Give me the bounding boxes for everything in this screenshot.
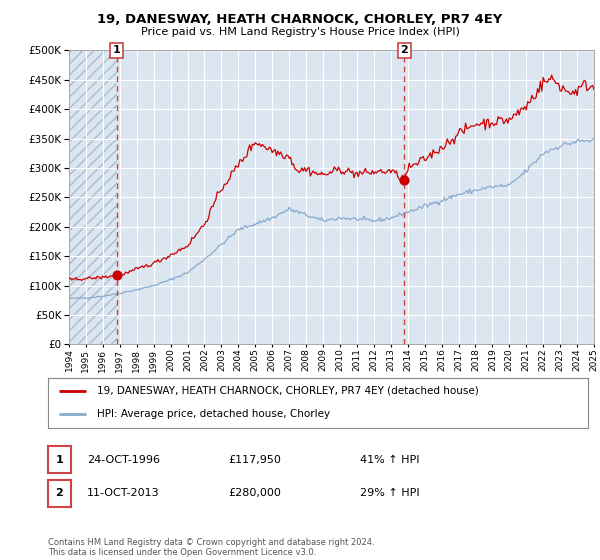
Text: 1: 1 — [56, 455, 63, 465]
Text: 24-OCT-1996: 24-OCT-1996 — [87, 455, 160, 465]
Text: 41% ↑ HPI: 41% ↑ HPI — [360, 455, 419, 465]
Text: 2: 2 — [400, 45, 408, 55]
Text: 1: 1 — [113, 45, 121, 55]
Text: 19, DANESWAY, HEATH CHARNOCK, CHORLEY, PR7 4EY: 19, DANESWAY, HEATH CHARNOCK, CHORLEY, P… — [97, 13, 503, 26]
Text: 29% ↑ HPI: 29% ↑ HPI — [360, 488, 419, 498]
Text: Contains HM Land Registry data © Crown copyright and database right 2024.
This d: Contains HM Land Registry data © Crown c… — [48, 538, 374, 557]
Text: 2: 2 — [56, 488, 63, 498]
Point — [112, 270, 122, 279]
Text: £280,000: £280,000 — [228, 488, 281, 498]
Text: Price paid vs. HM Land Registry's House Price Index (HPI): Price paid vs. HM Land Registry's House … — [140, 27, 460, 38]
Text: 19, DANESWAY, HEATH CHARNOCK, CHORLEY, PR7 4EY (detached house): 19, DANESWAY, HEATH CHARNOCK, CHORLEY, P… — [97, 386, 478, 395]
Text: HPI: Average price, detached house, Chorley: HPI: Average price, detached house, Chor… — [97, 409, 330, 419]
Text: 11-OCT-2013: 11-OCT-2013 — [87, 488, 160, 498]
Point — [400, 175, 409, 184]
Text: £117,950: £117,950 — [228, 455, 281, 465]
